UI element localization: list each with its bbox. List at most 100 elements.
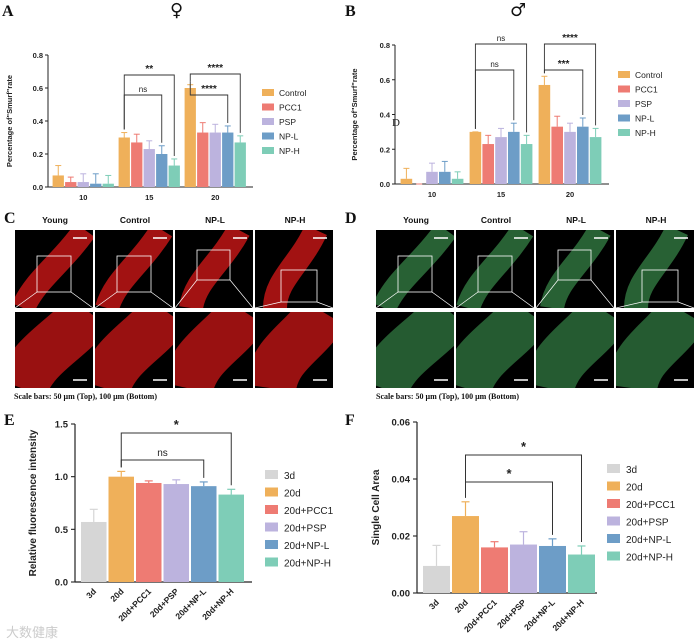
legend-swatch-psp [262, 118, 274, 125]
tissue-band [15, 230, 93, 308]
bar-20d-np-l [191, 486, 217, 582]
legend-label-control: Control [279, 88, 307, 98]
zoom-line [229, 279, 253, 308]
significance-bracket [474, 69, 515, 129]
legend-label-20d-np-h: 20d+NP-H [284, 559, 331, 570]
legend-swatch-control [262, 89, 274, 96]
micrograph-canvas [376, 312, 454, 388]
zoom-line [376, 291, 399, 308]
micrograph-young-bottom [376, 312, 454, 388]
x-tick-label: 15 [497, 190, 505, 199]
watermark: 大数健康 [6, 626, 59, 641]
micrograph-canvas [95, 230, 173, 308]
legend-label-20d-pcc1: 20d+PCC1 [626, 500, 676, 511]
significance-label: ns [157, 448, 168, 459]
zoom-box [557, 249, 592, 281]
bar-3d [81, 521, 107, 582]
significance-bracket [120, 432, 232, 486]
legend-label-20d: 20d [626, 483, 643, 494]
micrograph-canvas [15, 230, 93, 308]
y-tick-label: 0.8 [380, 41, 390, 50]
micrograph-canvas [456, 230, 534, 308]
legend-swatch-np-h [262, 147, 274, 154]
bar-control-10 [52, 175, 64, 187]
y-tick-label: 0.4 [380, 111, 391, 120]
bar-pcc1-15 [131, 142, 143, 187]
bar-control-20 [184, 88, 196, 187]
y-tick-label: 0.00 [392, 589, 411, 600]
zoom-line [95, 291, 118, 308]
bar-psp-10 [77, 182, 89, 187]
legend-swatch-20d-np-l [265, 540, 278, 549]
y-tick-label: 1.5 [55, 420, 69, 431]
tissue-band [95, 312, 173, 388]
tissue-band [255, 312, 333, 388]
zoom-line [511, 291, 534, 308]
y-tick-label: 0.6 [33, 84, 43, 93]
bar-20d [452, 516, 479, 593]
chart-b: 0.0 0.2 0.4 0.6 0.8 Percentage of"Smurf"rate 1… [350, 33, 663, 199]
legend-swatch-20d-np-h [607, 551, 620, 561]
y-tick-label: 0.4 [33, 117, 44, 126]
significance-bracket [465, 481, 553, 535]
zoom-box [280, 269, 318, 303]
bar-control-20 [538, 84, 551, 184]
micrograph-np-l-top [536, 230, 614, 308]
tissue-band [15, 312, 93, 388]
bar-np-h-20 [589, 137, 602, 184]
legend-swatch-20d [607, 481, 620, 491]
y-tick-label: 0.5 [55, 525, 69, 536]
legend-label-psp: PSP [279, 117, 296, 127]
y-axis-label: Percentage of"Smurf"rate [5, 75, 14, 167]
legend-swatch-20d-pcc1 [607, 499, 620, 508]
d-header-np-l: NP-L [566, 215, 586, 225]
y-tick-label: 0.04 [392, 475, 411, 486]
bar-pcc1-10 [65, 182, 77, 187]
y-tick-label: 0.06 [392, 418, 411, 429]
panel-label-f: F [345, 412, 355, 429]
legend-swatch-20d-np-h [265, 557, 278, 567]
tissue-band [624, 230, 688, 308]
bar-pcc1-20 [551, 126, 563, 184]
micrograph-np-h-bottom [616, 312, 694, 388]
tissue-band [179, 230, 250, 308]
bar-np-h-15 [520, 144, 533, 184]
tissue-band [456, 230, 534, 308]
chart-f: 0.00 0.02 0.04 0.06 Single Cell Area 3d 20d 20d… [371, 418, 676, 635]
significance-bracket [474, 43, 528, 133]
legend-label-20d-psp: 20d+PSP [626, 518, 669, 529]
legend-label-20d-np-l: 20d+NP-L [626, 535, 672, 546]
zoom-line [316, 301, 333, 308]
tissue-band [95, 230, 173, 308]
bar-control-15 [469, 131, 482, 184]
significance-label: **** [201, 84, 217, 95]
zoom-box [397, 255, 433, 293]
significance-label: * [521, 439, 527, 454]
stray-text-b: D [392, 117, 400, 129]
micrograph-np-l-top [175, 230, 253, 308]
micrograph-canvas [536, 230, 614, 308]
legend-label-np-h: NP-H [279, 146, 300, 156]
x-tick-label: 20d+NP-H [550, 597, 586, 633]
zoom-box [196, 249, 231, 281]
micrograph-canvas [376, 230, 454, 308]
significance-bracket [189, 73, 241, 133]
y-tick-label: 0.8 [33, 51, 43, 60]
bar-np-h-10 [451, 178, 464, 184]
significance-bracket [120, 459, 205, 478]
significance-label: **** [562, 33, 578, 44]
x-tick-label: 20 [566, 190, 574, 199]
tissue-band [175, 312, 253, 388]
y-axis-label: Single Cell Area [371, 469, 382, 545]
legend-label-20d-np-l: 20d+NP-L [284, 541, 330, 552]
significance-bracket [123, 94, 163, 143]
legend-label-control: Control [635, 70, 663, 80]
bar-pcc1-20 [197, 132, 209, 187]
legend-label-psp: PSP [635, 99, 652, 109]
bar-np-l-20 [222, 132, 234, 187]
zoom-line [70, 291, 93, 308]
micrograph-canvas [255, 230, 333, 308]
zoom-box [477, 255, 513, 293]
bar-3d [423, 565, 450, 593]
bar-np-l-20 [577, 126, 589, 184]
